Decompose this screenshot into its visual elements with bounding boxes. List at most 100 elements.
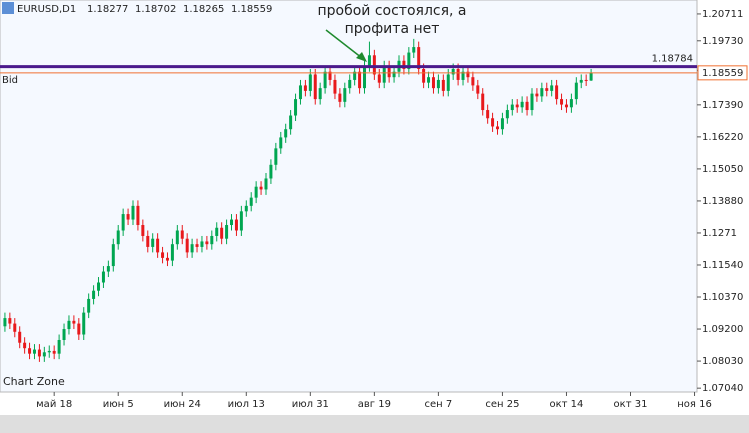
candle-body bbox=[230, 219, 234, 226]
watermark: Chart Zone bbox=[3, 375, 65, 388]
candle-body bbox=[318, 88, 322, 100]
candle-body bbox=[358, 71, 362, 89]
candle-body bbox=[584, 79, 588, 81]
y-tick-label: 1.11540 bbox=[702, 260, 743, 271]
candle-body bbox=[496, 126, 500, 130]
candle-body bbox=[205, 241, 209, 245]
candle-body bbox=[156, 238, 160, 253]
candle-body bbox=[441, 79, 445, 91]
candle-body bbox=[77, 323, 81, 335]
y-tick-label: 1.13880 bbox=[702, 196, 743, 207]
candle-body bbox=[239, 211, 243, 231]
candle-body bbox=[82, 312, 86, 335]
candle-body bbox=[289, 115, 293, 130]
candle-body bbox=[436, 79, 440, 89]
x-tick-label: ноя 16 bbox=[677, 399, 712, 410]
candle-body bbox=[28, 348, 32, 354]
candle-body bbox=[343, 88, 347, 102]
candle-body bbox=[412, 47, 416, 53]
candle-body bbox=[131, 205, 135, 220]
x-tick-label: окт 31 bbox=[614, 399, 648, 410]
x-tick-label: сен 25 bbox=[485, 399, 519, 410]
candle-body bbox=[284, 129, 288, 138]
candle-body bbox=[402, 60, 406, 69]
y-tick-label: 1.1271 bbox=[702, 228, 737, 239]
candle-body bbox=[259, 186, 263, 190]
candle-body bbox=[146, 235, 150, 247]
candle-body bbox=[387, 66, 391, 78]
candle-body bbox=[328, 71, 332, 80]
arrow-head bbox=[356, 52, 367, 62]
candle-body bbox=[476, 85, 480, 94]
y-tick-label: 1.08030 bbox=[702, 356, 743, 367]
candle-body bbox=[254, 186, 258, 198]
candle-body bbox=[525, 101, 529, 111]
x-tick-label: июн 24 bbox=[164, 399, 201, 410]
candle-body bbox=[377, 74, 381, 83]
candle-body bbox=[500, 118, 504, 130]
candle-body bbox=[461, 71, 465, 80]
candle-body bbox=[180, 230, 184, 239]
y-tick-label: 1.07040 bbox=[702, 383, 743, 394]
annotation-line: пробой состоялся, а bbox=[317, 3, 466, 19]
candle-body bbox=[520, 101, 524, 108]
annotation-line: профита нет bbox=[345, 21, 440, 37]
candle-body bbox=[72, 320, 76, 324]
y-tick-label: 1.16220 bbox=[702, 132, 743, 143]
y-tick-label: 1.15050 bbox=[702, 164, 743, 175]
candle-body bbox=[392, 71, 396, 78]
candle-body bbox=[161, 252, 165, 258]
candle-body bbox=[52, 350, 56, 354]
plot-area bbox=[0, 0, 698, 393]
candle-body bbox=[569, 99, 573, 108]
candle-body bbox=[92, 290, 96, 299]
candle-body bbox=[37, 349, 41, 357]
candle-body bbox=[87, 298, 91, 313]
header-high: 1.18702 bbox=[135, 4, 176, 15]
symbol-icon bbox=[2, 2, 14, 14]
y-tick-label: 1.10370 bbox=[702, 292, 743, 303]
candle-body bbox=[23, 342, 27, 349]
x-tick-label: июн 5 bbox=[103, 399, 134, 410]
candle-body bbox=[13, 323, 17, 332]
candle-body bbox=[200, 241, 204, 247]
candle-body bbox=[431, 77, 435, 89]
candle-body bbox=[589, 72, 593, 81]
candle-body bbox=[195, 244, 199, 247]
candle-body bbox=[274, 148, 278, 165]
candle-body bbox=[545, 88, 549, 91]
candle-body bbox=[67, 320, 71, 330]
scrollbar bbox=[0, 415, 749, 433]
candle-body bbox=[116, 230, 120, 245]
candle-body bbox=[170, 244, 174, 261]
candle-body bbox=[579, 79, 583, 83]
candle-body bbox=[427, 77, 431, 83]
candle-body bbox=[141, 225, 145, 236]
candle-body bbox=[303, 85, 307, 91]
candles bbox=[3, 38, 593, 362]
candle-body bbox=[471, 77, 475, 86]
candle-body bbox=[530, 93, 534, 111]
candle-body bbox=[348, 79, 352, 89]
x-tick-label: окт 14 bbox=[550, 399, 584, 410]
candle-body bbox=[308, 74, 312, 91]
candle-body bbox=[486, 110, 490, 119]
candle-body bbox=[175, 230, 179, 245]
candle-body bbox=[249, 197, 253, 206]
header-open: 1.18277 bbox=[87, 4, 128, 15]
candle-body bbox=[106, 266, 110, 272]
x-tick-label: авг 19 bbox=[358, 399, 391, 410]
candle-body bbox=[313, 74, 317, 100]
y-tick-label: 1.20711 bbox=[702, 9, 743, 20]
candle-body bbox=[363, 66, 367, 89]
header-close: 1.18559 bbox=[231, 4, 272, 15]
x-tick-label: июл 13 bbox=[228, 399, 265, 410]
candle-body bbox=[515, 104, 519, 108]
candle-body bbox=[97, 282, 101, 291]
level-label: 1.18784 bbox=[652, 54, 693, 65]
candle-body bbox=[294, 99, 298, 116]
candle-body bbox=[491, 118, 495, 127]
candle-body bbox=[535, 93, 539, 97]
